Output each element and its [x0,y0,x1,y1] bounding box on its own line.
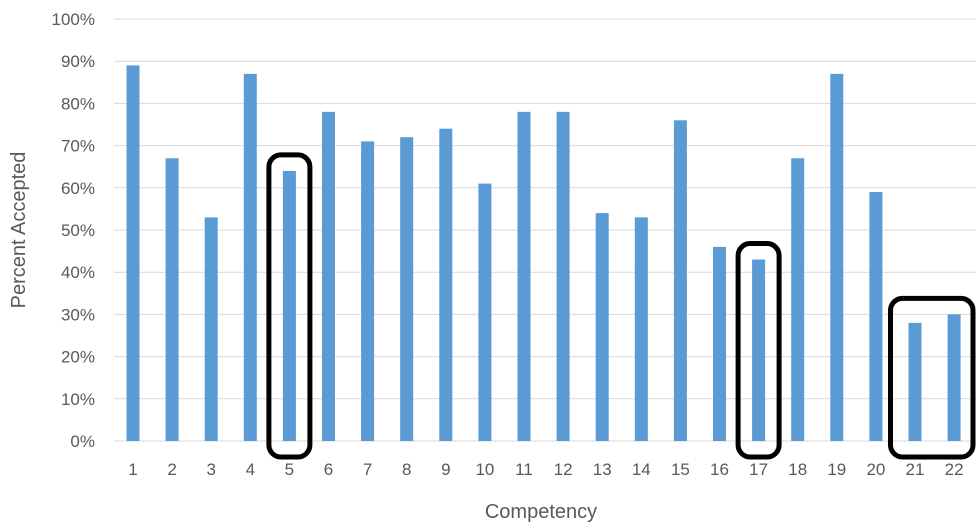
y-tick-label: 80% [61,94,95,113]
bar-competency-22 [947,314,961,441]
bar-competency-6 [322,111,335,441]
bar-competency-14 [634,217,648,441]
x-tick-label: 9 [441,460,450,479]
x-tick-label: 15 [671,460,690,479]
bar-competency-17 [752,259,766,441]
x-tick-label: 12 [554,460,573,479]
y-axis-title: Percent Accepted [8,152,30,309]
bar-competency-10 [478,183,492,441]
x-tick-label: 5 [285,460,294,479]
bar-competency-16 [713,246,726,441]
y-tick-label: 90% [61,52,95,71]
x-tick-label: 17 [749,460,768,479]
x-tick-label: 7 [363,460,372,479]
bar-competency-7 [361,141,375,441]
y-tick-label: 70% [61,137,95,156]
y-axis-tick-labels: 0% 10% 20% 30% 40% 50% 60% 70% 80% 90% 100% [52,10,95,451]
bar-competency-15 [673,120,687,441]
y-tick-label: 30% [61,305,95,324]
x-tick-label: 14 [632,460,651,479]
highlight-box-competency-21-22 [888,295,976,460]
bar-competency-13 [595,213,609,441]
highlight-boxes [266,152,976,460]
x-tick-label: 10 [475,460,494,479]
bar-competency-11 [517,111,531,441]
bar-competency-19 [830,73,844,442]
x-tick-label: 4 [246,460,255,479]
y-tick-label: 40% [61,263,95,282]
bar-competency-3 [204,217,218,441]
x-tick-label: 16 [710,460,729,479]
y-tick-label: 20% [61,348,95,367]
highlight-box-competency-5 [266,152,313,460]
x-tick-label: 2 [167,460,176,479]
x-tick-label: 13 [593,460,612,479]
x-tick-label: 1 [128,460,137,479]
bar-competency-4 [243,73,257,442]
x-tick-label: 20 [866,460,885,479]
bar-competency-8 [400,137,414,441]
x-tick-label: 19 [827,460,846,479]
x-tick-label: 3 [206,460,215,479]
bar-competency-5 [282,170,296,442]
x-tick-label: 11 [515,460,533,479]
x-axis-title: Competency [485,501,597,523]
x-tick-label: 21 [906,460,925,479]
x-axis-tick-labels: 1 2 3 4 5 6 7 8 9 10 11 12 13 14 15 16 17 18 19 20 21 22 [128,460,963,479]
bar-competency-18 [791,158,805,441]
x-tick-label: 8 [402,460,411,479]
bar-competency-21 [908,322,922,441]
y-tick-label: 60% [61,179,95,198]
bar-competency-9 [439,128,453,441]
y-tick-label: 100% [52,10,95,29]
y-tick-label: 0% [70,432,95,451]
x-tick-label: 22 [945,460,964,479]
bar-competency-2 [165,158,179,441]
bar-competency-1 [126,65,140,442]
bar-competency-20 [869,192,883,441]
gridlines [114,18,976,442]
bar-competency-12 [556,111,570,441]
y-tick-label: 10% [61,390,95,409]
x-tick-label: 18 [788,460,807,479]
bars [126,65,961,442]
x-tick-label: 6 [324,460,333,479]
highlight-box-competency-17 [735,241,782,460]
y-tick-label: 50% [61,221,95,240]
